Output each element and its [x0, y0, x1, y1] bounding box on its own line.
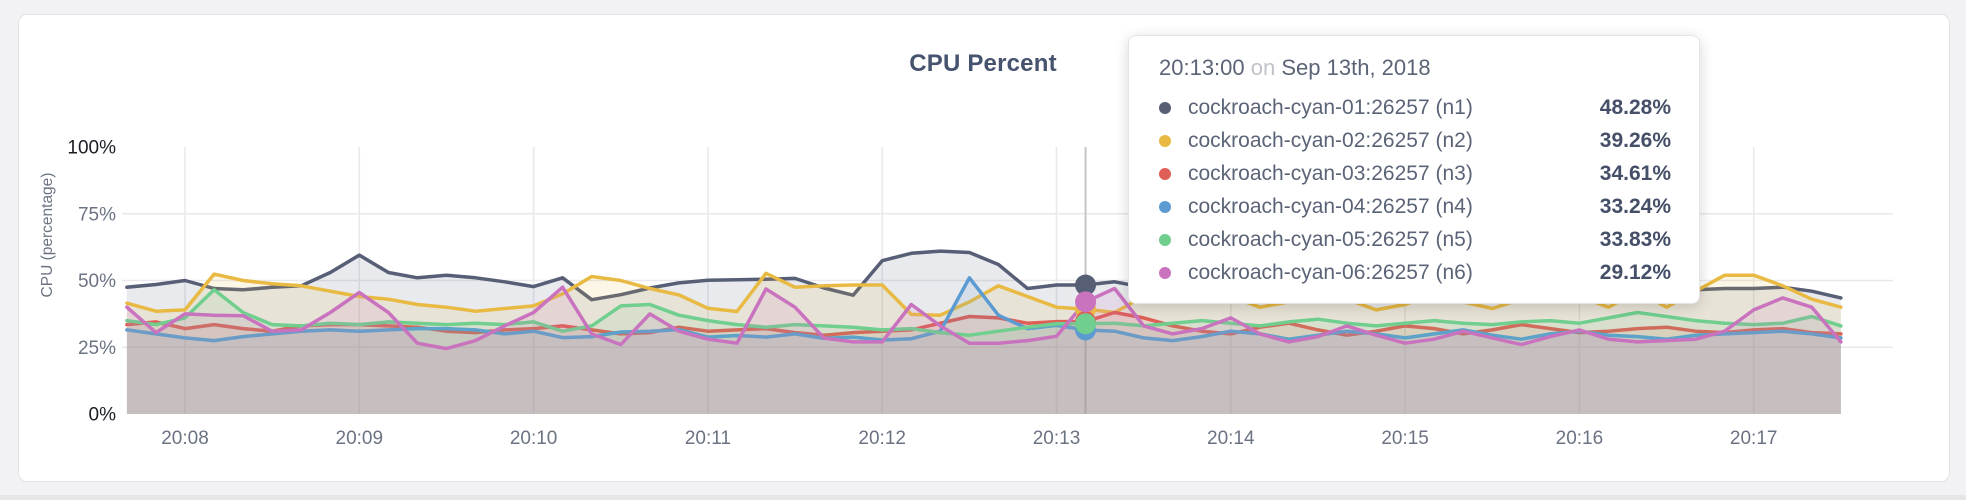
tooltip-date: Sep 13th, 2018: [1281, 55, 1431, 80]
x-tick-label-20:16: 20:16: [1556, 428, 1604, 449]
tooltip-series-row: cockroach-cyan-04:26257 (n4) 33.24%: [1157, 190, 1671, 223]
series-label: cockroach-cyan-06:26257 (n6): [1188, 260, 1473, 284]
series-label: cockroach-cyan-01:26257 (n1): [1188, 95, 1473, 119]
x-tick-label-20:10: 20:10: [510, 428, 558, 449]
series-label: cockroach-cyan-04:26257 (n4): [1188, 194, 1473, 218]
series-color-dot-icon: [1159, 167, 1171, 180]
x-tick-label-20:17: 20:17: [1730, 428, 1778, 449]
series-line-n3: [125, 310, 1843, 337]
hover-tooltip: 20:13:00 on Sep 13th, 2018 cockroach-cya…: [1128, 35, 1700, 304]
y-tick-label-75%: 75%: [78, 204, 116, 225]
x-tick-label-20:14: 20:14: [1207, 428, 1255, 449]
series-value: 48.28%: [1599, 95, 1671, 119]
y-tick-label-100%: 100%: [67, 138, 116, 159]
tooltip-time: 20:13:00: [1159, 55, 1245, 80]
hover-dot-n6: [1075, 291, 1097, 313]
x-tick-label-20:09: 20:09: [336, 428, 384, 449]
series-color-dot-icon: [1159, 200, 1171, 213]
series-value: 33.83%: [1599, 227, 1671, 251]
x-tick-label-20:12: 20:12: [858, 428, 906, 449]
series-line-n5: [125, 288, 1843, 337]
tooltip-series-row: cockroach-cyan-02:26257 (n2) 39.26%: [1157, 124, 1671, 157]
y-tick-label-0%: 0%: [89, 405, 117, 426]
y-tick-label-25%: 25%: [78, 338, 116, 359]
series-line-n4: [125, 276, 1843, 343]
tooltip-series-row: cockroach-cyan-03:26257 (n3) 34.61%: [1157, 157, 1671, 190]
series-area-n4: [126, 277, 1841, 414]
hover-dot-n1: [1075, 274, 1097, 296]
page-bottom-divider: [0, 495, 1966, 500]
y-axis-label: CPU (percentage): [39, 173, 56, 298]
series-line-n6: [125, 285, 1843, 351]
series-area-n5: [126, 289, 1841, 414]
x-tick-label-20:15: 20:15: [1381, 428, 1429, 449]
series-value: 39.26%: [1599, 128, 1671, 152]
series-value: 34.61%: [1599, 161, 1671, 185]
tooltip-series-row: cockroach-cyan-05:26257 (n5) 33.83%: [1157, 223, 1671, 256]
series-value: 29.12%: [1599, 260, 1671, 284]
x-tick-label-20:13: 20:13: [1033, 428, 1081, 449]
series-label: cockroach-cyan-05:26257 (n5): [1188, 227, 1473, 251]
series-label: cockroach-cyan-03:26257 (n3): [1188, 161, 1473, 185]
y-tick-label-50%: 50%: [78, 271, 116, 292]
hover-dot-n5: [1075, 313, 1097, 335]
series-color-dot-icon: [1159, 134, 1171, 147]
series-color-dot-icon: [1159, 233, 1171, 246]
x-tick-label-20:11: 20:11: [685, 428, 731, 449]
x-tick-label-20:08: 20:08: [161, 428, 209, 449]
series-color-dot-icon: [1159, 266, 1171, 279]
series-label: cockroach-cyan-02:26257 (n2): [1188, 128, 1473, 152]
chart-title: CPU Percent: [909, 50, 1057, 77]
tooltip-series-row: cockroach-cyan-06:26257 (n6) 29.12%: [1157, 256, 1671, 289]
tooltip-series-row: cockroach-cyan-01:26257 (n1) 48.28%: [1157, 91, 1671, 124]
series-color-dot-icon: [1159, 101, 1171, 114]
series-value: 33.24%: [1599, 194, 1671, 218]
tooltip-series-list: cockroach-cyan-01:26257 (n1) 48.28% cockro…: [1157, 91, 1671, 289]
series-area-n6: [126, 287, 1841, 414]
tooltip-timestamp: 20:13:00 on Sep 13th, 2018: [1159, 55, 1671, 81]
tooltip-connector: on: [1250, 55, 1276, 80]
